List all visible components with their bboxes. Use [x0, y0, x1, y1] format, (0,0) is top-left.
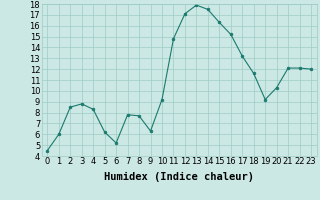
X-axis label: Humidex (Indice chaleur): Humidex (Indice chaleur)	[104, 172, 254, 182]
